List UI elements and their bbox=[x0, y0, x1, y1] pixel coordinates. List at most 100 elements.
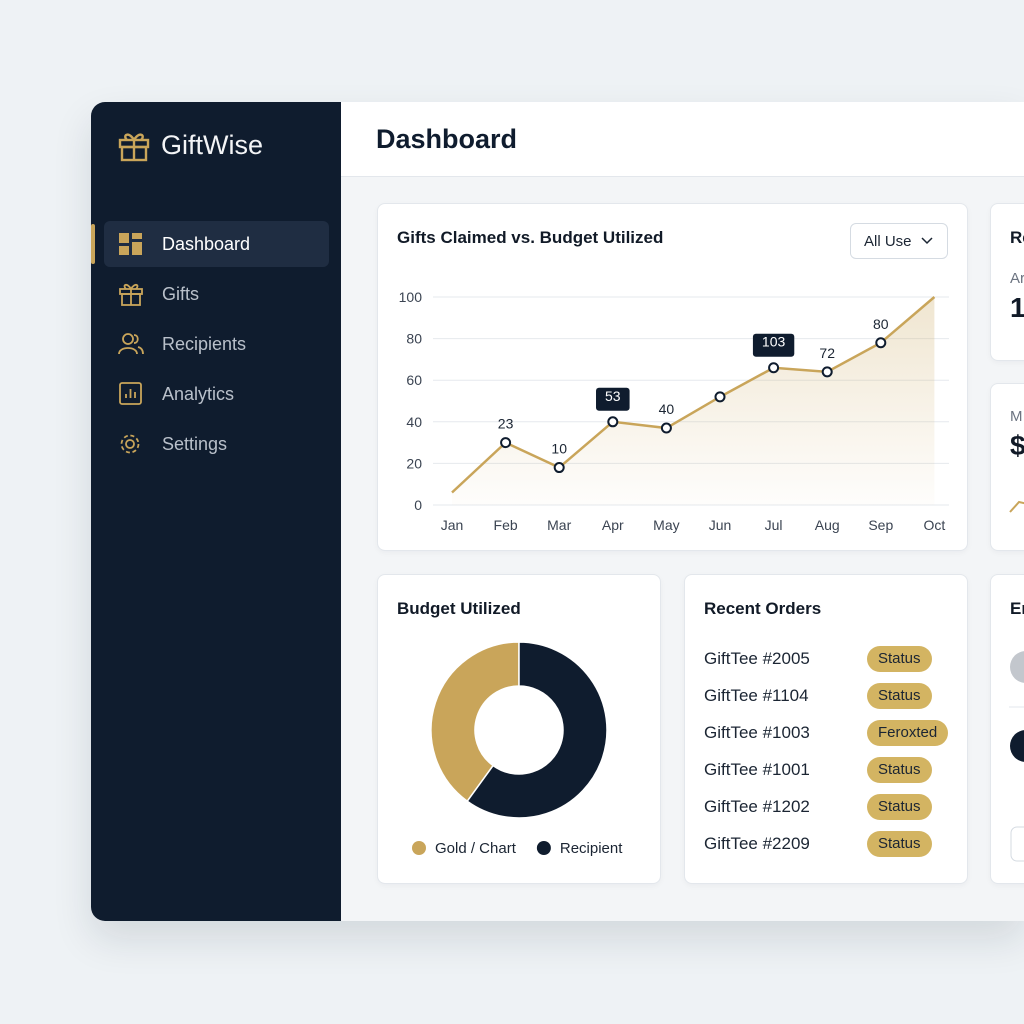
dropdown-caret bbox=[921, 237, 933, 245]
nav-label: Gifts bbox=[162, 284, 200, 304]
legend-swatch bbox=[412, 841, 426, 855]
data-point bbox=[553, 462, 565, 474]
annotation-label: 103 bbox=[762, 334, 786, 350]
nav-label: Settings bbox=[162, 434, 228, 454]
data-point bbox=[821, 366, 833, 378]
stat-value: $ bbox=[1010, 430, 1024, 461]
line-area bbox=[452, 297, 935, 505]
stat-card: Re Ar 1 bbox=[990, 203, 1024, 361]
card-title: Gifts Claimed vs. Budget Utilized bbox=[397, 228, 664, 247]
nav-item[interactable]: Dashboard bbox=[91, 221, 329, 267]
status-pill: Status bbox=[867, 831, 932, 857]
data-point bbox=[500, 437, 512, 449]
stat-label: Ar bbox=[1010, 270, 1024, 287]
x-tick-label: Mar bbox=[547, 517, 571, 533]
order-name: GiftTee #2005 bbox=[704, 649, 810, 668]
status-pill: Status bbox=[867, 757, 932, 783]
annotation-label: 72 bbox=[819, 345, 835, 361]
x-tick-label: Aug bbox=[815, 517, 840, 533]
donut-card: Budget Utilized Gold / Chart Recipient bbox=[377, 574, 661, 884]
sparkline bbox=[1009, 500, 1024, 513]
orders-card: Recent Orders GiftTee #2005 Status GiftTee… bbox=[684, 574, 968, 884]
annotation-badge bbox=[752, 333, 795, 357]
x-tick-label: Jan bbox=[441, 517, 464, 533]
annotation-label: 23 bbox=[498, 416, 514, 432]
x-tick-label: Apr bbox=[602, 517, 624, 533]
filter-dropdown[interactable]: All Use bbox=[850, 223, 948, 259]
y-tick-label: 20 bbox=[406, 455, 422, 471]
status-pill: Status bbox=[867, 794, 932, 820]
nav-icon bbox=[120, 434, 140, 454]
line-chart: 0 20 40 60 80 100 Jan Feb Mar Apr May Jun Jul Aug Sep O… bbox=[399, 289, 949, 533]
x-tick-label: Jun bbox=[709, 517, 732, 533]
data-point bbox=[607, 416, 619, 428]
annotation-badge bbox=[596, 387, 630, 411]
nav-label: Dashboard bbox=[162, 234, 251, 254]
data-point bbox=[714, 391, 726, 403]
nav-item[interactable]: Settings bbox=[104, 421, 329, 467]
legend-swatch bbox=[536, 841, 551, 855]
list-card: Er bbox=[990, 574, 1024, 884]
nav-label: Analytics bbox=[162, 384, 235, 404]
x-tick-label: Feb bbox=[494, 517, 518, 533]
pie-slice bbox=[430, 641, 520, 803]
order-name: GiftTee #1001 bbox=[704, 760, 810, 779]
nav-item[interactable]: Analytics bbox=[104, 371, 329, 417]
order-row[interactable]: GiftTee #2005 Status bbox=[704, 644, 954, 674]
brand: GiftWise bbox=[161, 130, 264, 160]
x-tick-label: May bbox=[653, 517, 679, 533]
sidebar: GiftWise Dashboard Gifts Recipients Anal… bbox=[91, 102, 341, 921]
order-row[interactable]: GiftTee #2209 Status bbox=[704, 829, 954, 859]
order-name: GiftTee #1202 bbox=[704, 797, 810, 816]
y-tick-label: 80 bbox=[406, 331, 422, 347]
card-title: Re bbox=[1010, 228, 1024, 247]
status-pill: Status bbox=[867, 646, 932, 672]
nav-item[interactable]: Recipients bbox=[104, 321, 329, 367]
page-title: Dashboard bbox=[376, 124, 518, 154]
card-title: Er bbox=[1010, 599, 1024, 618]
pie-slice bbox=[466, 641, 608, 819]
donut-chart: Gold / Chart Recipient bbox=[412, 641, 623, 857]
order-row[interactable]: GiftTee #1202 Status bbox=[704, 792, 954, 822]
card-title: Budget Utilized bbox=[397, 599, 521, 618]
brand-icon bbox=[118, 133, 150, 162]
dropdown-label: All Use bbox=[864, 233, 912, 250]
annotation-label: 40 bbox=[659, 401, 675, 417]
stat-value: 1 bbox=[1010, 292, 1024, 323]
legend-label: Recipient bbox=[560, 840, 623, 857]
nav-icon bbox=[119, 233, 142, 255]
order-row[interactable]: GiftTee #1003 Feroxted bbox=[704, 718, 954, 748]
y-tick-label: 40 bbox=[406, 414, 422, 430]
nav-icon bbox=[119, 283, 143, 306]
x-tick-label: Jul bbox=[765, 517, 783, 533]
app-window: GiftWise Dashboard Gifts Recipients Anal… bbox=[91, 102, 1024, 921]
annotation-label: 80 bbox=[873, 316, 889, 332]
card-title: Recent Orders bbox=[704, 599, 822, 618]
data-point bbox=[875, 337, 887, 349]
nav-label: Recipients bbox=[162, 334, 247, 354]
stat-label: M bbox=[1010, 408, 1023, 425]
x-tick-label: Oct bbox=[924, 517, 946, 533]
header: Dashboard bbox=[341, 102, 1024, 177]
legend-label: Gold / Chart bbox=[435, 840, 517, 857]
y-tick-label: 60 bbox=[406, 372, 422, 388]
list-preview bbox=[1009, 651, 1024, 862]
data-point bbox=[768, 362, 780, 374]
line-chart-card: Gifts Claimed vs. Budget Utilized All Us… bbox=[377, 203, 968, 551]
annotation-label: 10 bbox=[551, 441, 567, 457]
nav-icon bbox=[118, 333, 144, 355]
order-name: GiftTee #1003 bbox=[704, 723, 810, 742]
order-name: GiftTee #2209 bbox=[704, 834, 810, 853]
data-point bbox=[660, 422, 672, 434]
status-pill: Feroxted bbox=[867, 720, 949, 746]
x-tick-label: Sep bbox=[868, 517, 893, 533]
order-name: GiftTee #1104 bbox=[704, 686, 809, 705]
annotation-label: 53 bbox=[605, 388, 621, 404]
order-row[interactable]: GiftTee #1001 Status bbox=[704, 755, 954, 785]
nav-icon bbox=[119, 382, 142, 405]
order-row[interactable]: GiftTee #1104 Status bbox=[704, 681, 954, 711]
y-tick-label: 100 bbox=[399, 289, 423, 305]
stat-card: M $ bbox=[990, 383, 1024, 551]
nav-item[interactable]: Gifts bbox=[104, 271, 329, 317]
